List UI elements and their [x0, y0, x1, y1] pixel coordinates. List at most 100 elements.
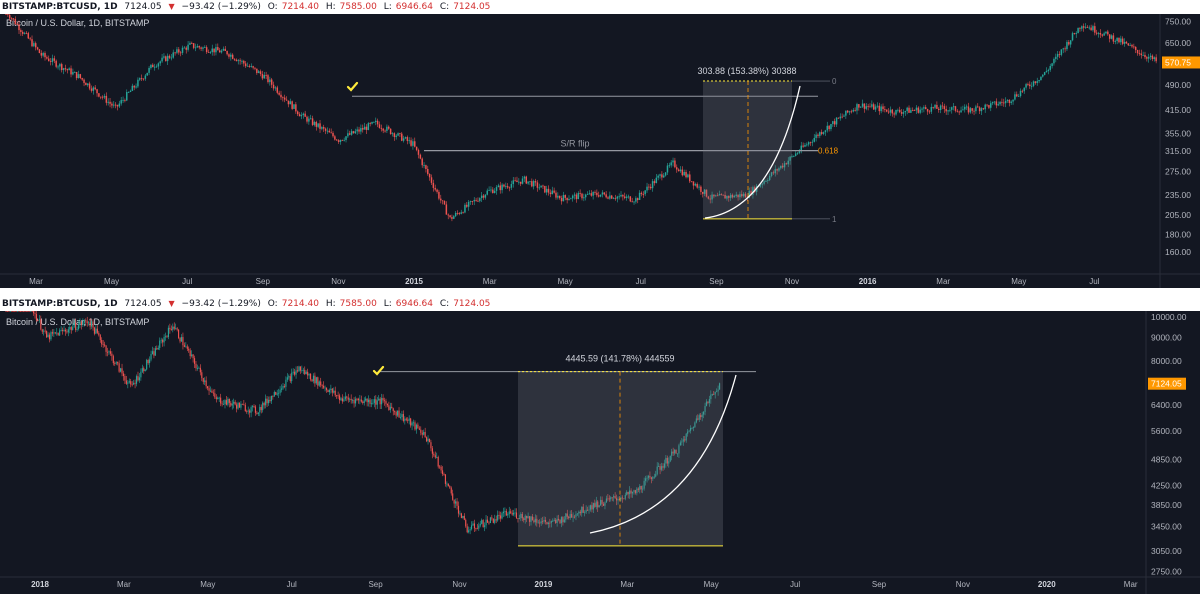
- candle-body: [247, 410, 249, 412]
- candle-body: [1120, 38, 1122, 43]
- candle-body: [720, 194, 723, 195]
- candle-body: [269, 399, 271, 402]
- candle-body: [289, 376, 291, 382]
- open-value: 7214.40: [281, 299, 319, 309]
- candle-body: [349, 398, 351, 400]
- candle-body: [363, 126, 366, 130]
- candle-body: [672, 160, 674, 163]
- candle-body: [424, 431, 426, 438]
- candle-body: [796, 152, 799, 154]
- candle-body: [787, 160, 789, 165]
- candle-body: [1108, 34, 1111, 39]
- candle-body: [921, 108, 923, 110]
- candle-body: [549, 522, 551, 524]
- candle-body: [417, 149, 420, 155]
- candle-body: [717, 389, 719, 392]
- candle-body: [194, 47, 197, 49]
- candle-body: [726, 195, 728, 199]
- candle-body: [605, 194, 607, 198]
- candle-body: [555, 192, 557, 198]
- candle-body: [410, 418, 412, 426]
- candle-body: [1073, 33, 1076, 35]
- candle-body: [107, 101, 109, 103]
- candle-body: [798, 151, 801, 153]
- candle-body: [143, 368, 145, 372]
- candle-body: [845, 110, 847, 116]
- candle-body: [602, 503, 605, 506]
- y-tick-label: 3450.00: [1151, 522, 1182, 532]
- candle-body: [260, 406, 262, 411]
- candle-body: [1075, 33, 1077, 35]
- candle-body: [408, 140, 410, 142]
- candle-body: [244, 63, 247, 67]
- candle-body: [558, 195, 561, 198]
- candle-body: [696, 184, 698, 188]
- candle-body: [954, 106, 957, 111]
- candle-body: [182, 337, 184, 346]
- candle-body: [243, 404, 245, 406]
- candle-body: [362, 401, 364, 404]
- candle-body: [839, 116, 842, 119]
- candle-body: [991, 102, 994, 104]
- candle-body: [116, 104, 119, 107]
- candle-body: [858, 104, 860, 108]
- candle-body: [648, 186, 650, 188]
- candle-body: [192, 43, 195, 48]
- candle-body: [354, 398, 357, 404]
- candle-body: [1069, 40, 1072, 45]
- x-tick-label: Jul: [182, 277, 192, 286]
- candle-body: [239, 60, 241, 62]
- candle-body: [388, 126, 390, 129]
- candle-body: [164, 336, 167, 338]
- candle-body: [129, 90, 132, 92]
- candle-body: [646, 186, 648, 191]
- candle-body: [127, 382, 129, 384]
- candle-body: [439, 466, 441, 468]
- candles-group: [5, 311, 721, 535]
- symbol-label[interactable]: BITSTAMP:BTCUSD, 1D: [2, 299, 118, 309]
- candle-body: [401, 414, 403, 418]
- candle-body: [11, 311, 13, 312]
- chart-top[interactable]: Bitcoin / U.S. Dollar, 1D, BITSTAMP 750.0…: [0, 14, 1200, 288]
- candle-body: [1071, 33, 1074, 41]
- candle-body: [988, 105, 990, 108]
- candle-body: [85, 320, 87, 322]
- candle-body: [521, 513, 523, 519]
- symbol-label[interactable]: BITSTAMP:BTCUSD, 1D: [2, 2, 118, 12]
- candle-body: [908, 107, 910, 113]
- candle-body: [531, 181, 533, 187]
- candle-body: [276, 393, 278, 395]
- candle-body: [1019, 90, 1022, 97]
- candle-body: [556, 518, 558, 523]
- candle-body: [56, 332, 58, 334]
- candle-body: [29, 38, 31, 40]
- candle-body: [1055, 56, 1057, 59]
- candle-body: [627, 491, 629, 495]
- check-icon: [372, 365, 385, 376]
- candle-body: [962, 109, 964, 111]
- candle-body: [298, 114, 301, 117]
- candle-body: [304, 369, 306, 375]
- candle-body: [426, 437, 428, 442]
- high-value: 7585.00: [339, 299, 377, 309]
- candle-body: [744, 193, 747, 198]
- candle-body: [201, 372, 203, 379]
- candle-body: [527, 181, 529, 184]
- candle-body: [742, 193, 745, 197]
- candle-body: [780, 165, 782, 169]
- chart-bottom[interactable]: Bitcoin / U.S. Dollar, 1D, BITSTAMP 10000…: [0, 311, 1200, 594]
- candle-body: [540, 521, 542, 524]
- candle-body: [630, 490, 632, 494]
- candle-body: [817, 134, 819, 136]
- candle-body: [270, 79, 273, 85]
- candle-body: [382, 128, 384, 131]
- candle-body: [871, 104, 873, 107]
- candle-body: [770, 172, 773, 176]
- candle-body: [692, 181, 695, 186]
- candle-body: [191, 42, 193, 44]
- candle-body: [1112, 35, 1115, 42]
- candle-body: [714, 391, 716, 395]
- candle-body: [365, 126, 368, 130]
- current-price-label: 570.75: [1165, 57, 1191, 67]
- x-tick-label: Mar: [29, 277, 43, 286]
